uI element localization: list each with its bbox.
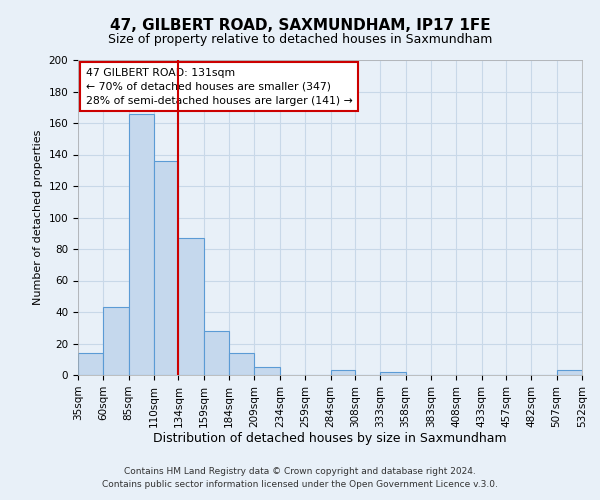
Bar	[380, 372, 406, 375]
Bar	[204, 331, 229, 375]
Bar	[78, 353, 103, 375]
Bar	[254, 367, 280, 375]
Bar	[129, 114, 154, 375]
Text: 47, GILBERT ROAD, SAXMUNDHAM, IP17 1FE: 47, GILBERT ROAD, SAXMUNDHAM, IP17 1FE	[110, 18, 490, 32]
Bar	[178, 238, 204, 375]
Bar	[229, 353, 254, 375]
Text: 47 GILBERT ROAD: 131sqm
← 70% of detached houses are smaller (347)
28% of semi-d: 47 GILBERT ROAD: 131sqm ← 70% of detache…	[86, 68, 352, 106]
Bar	[154, 161, 178, 375]
Text: Contains HM Land Registry data © Crown copyright and database right 2024.
Contai: Contains HM Land Registry data © Crown c…	[102, 468, 498, 489]
Bar	[103, 308, 129, 375]
X-axis label: Distribution of detached houses by size in Saxmundham: Distribution of detached houses by size …	[153, 432, 507, 446]
Bar	[331, 370, 355, 375]
Text: Size of property relative to detached houses in Saxmundham: Size of property relative to detached ho…	[108, 32, 492, 46]
Bar	[557, 370, 582, 375]
Y-axis label: Number of detached properties: Number of detached properties	[33, 130, 43, 305]
